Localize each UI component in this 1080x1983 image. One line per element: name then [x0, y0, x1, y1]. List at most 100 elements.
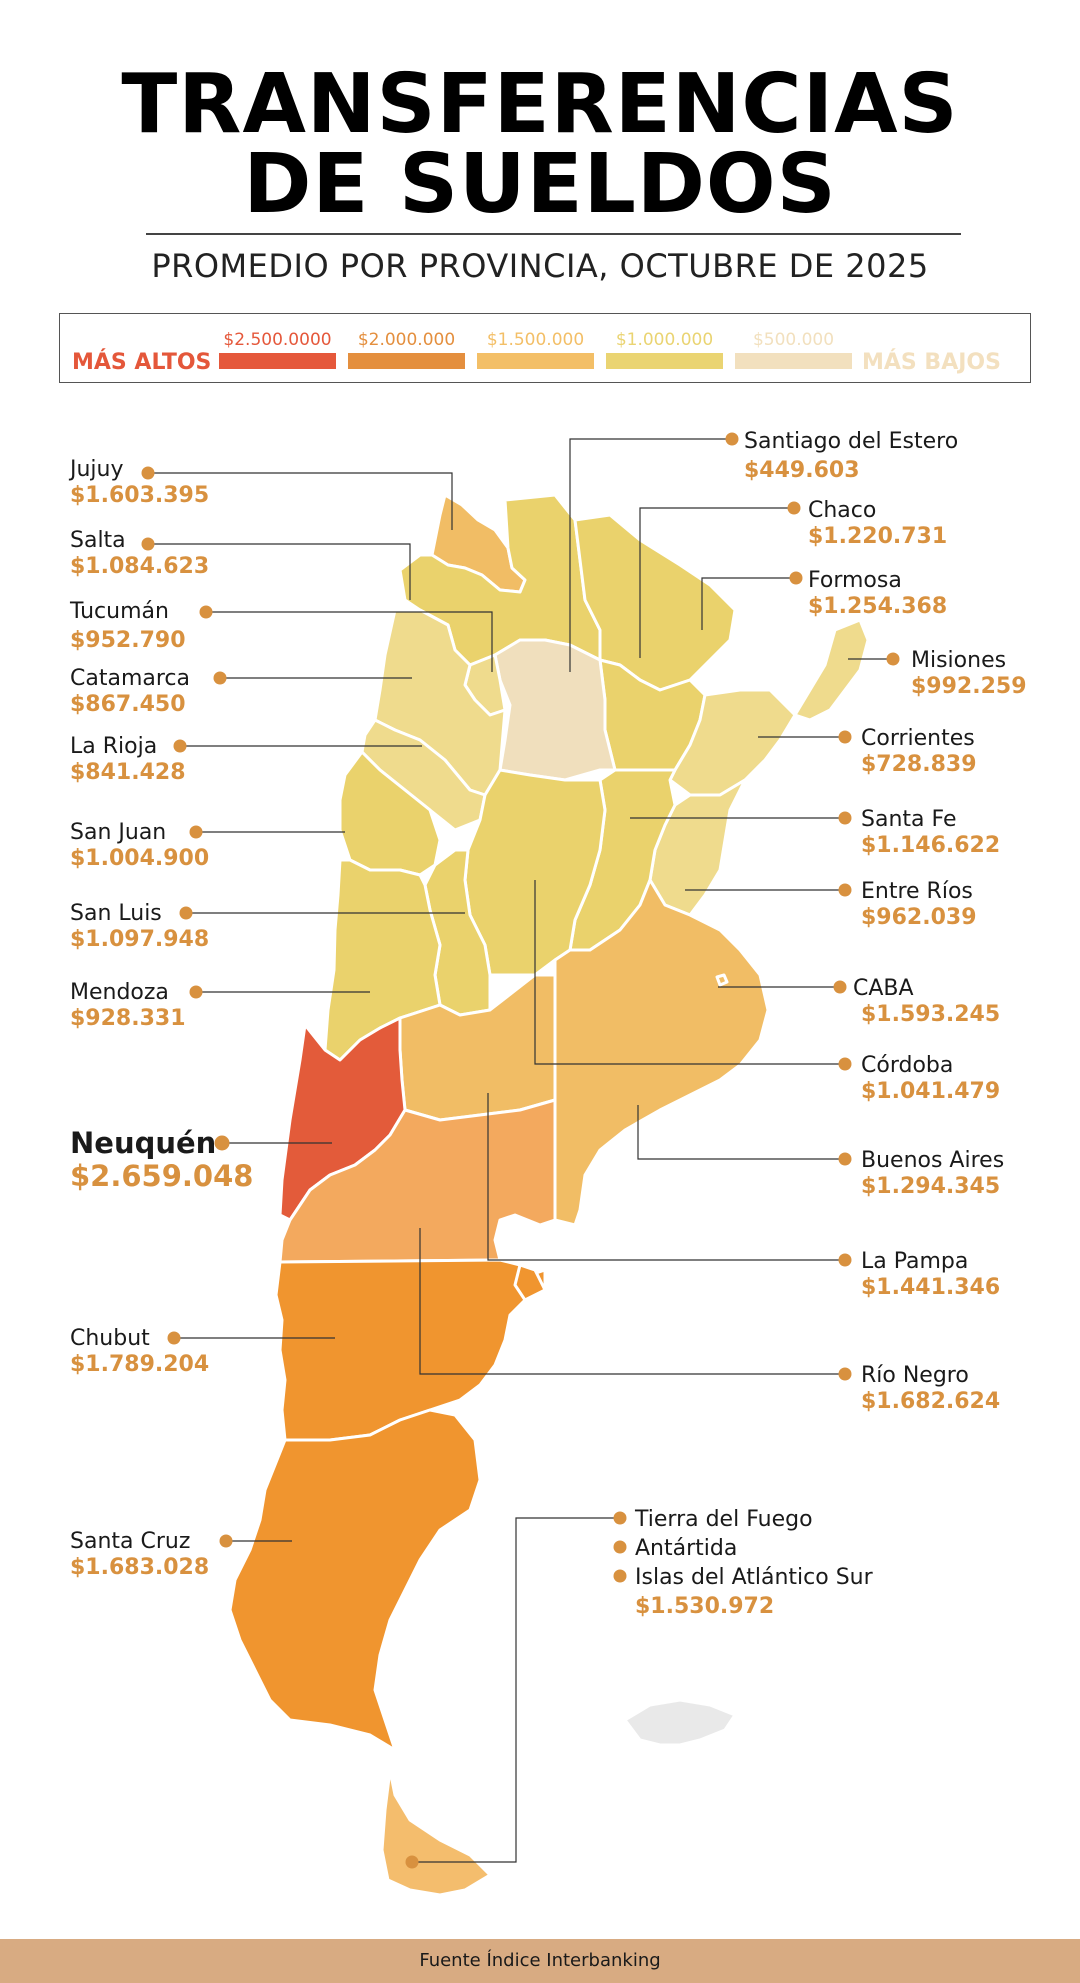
- label-misiones-name: Misiones: [911, 648, 1006, 673]
- label-tucuman-name: Tucumán: [69, 599, 169, 624]
- label-santiago-name: Santiago del Estero: [744, 429, 958, 454]
- legend-item-label: $2.000.000: [357, 330, 456, 350]
- label-islas-name: Islas del Atlántico Sur: [635, 1565, 874, 1590]
- legend-item-label: $500.000: [752, 330, 835, 350]
- marker-dot: [838, 1367, 852, 1381]
- legend-swatch: [219, 353, 336, 369]
- marker-dot: [213, 671, 227, 685]
- marker-dot: [219, 1534, 233, 1548]
- legend-item: $2.000.000: [348, 330, 465, 369]
- label-rio-negro-value: $1.682.624: [861, 1389, 1000, 1414]
- region-santa-cruz: [228, 1408, 482, 1752]
- label-neuquen-value: $2.659.048: [70, 1159, 253, 1193]
- label-neuquen-name: Neuquén: [70, 1126, 216, 1160]
- legend-swatch: [606, 353, 723, 369]
- label-san-juan-name: San Juan: [70, 820, 166, 845]
- marker-dot: [787, 501, 801, 515]
- label-santa-fe-value: $1.146.622: [861, 833, 1000, 858]
- label-buenos-aires-value: $1.294.345: [861, 1174, 1000, 1199]
- label-salta-name: Salta: [70, 528, 126, 553]
- marker-dot: [838, 730, 852, 744]
- label-tierra-del-fuego-name: Tierra del Fuego: [634, 1507, 813, 1532]
- leader-line: [412, 1517, 620, 1863]
- marker-dot: [214, 1135, 230, 1151]
- legend-item: $2.500.0000: [219, 330, 336, 369]
- marker-dot: [838, 883, 852, 897]
- label-antartida-name: Antártida: [635, 1536, 737, 1561]
- label-entre-rios-value: $962.039: [861, 905, 977, 930]
- label-caba-value: $1.593.245: [861, 1002, 1000, 1027]
- footer-source: Fuente Índice Interbanking: [419, 1950, 661, 1971]
- leader-line: [148, 472, 453, 530]
- marker-dot: [838, 1057, 852, 1071]
- label-cordoba-value: $1.041.479: [861, 1079, 1000, 1104]
- marker-dot: [725, 432, 739, 446]
- marker-dot: [141, 537, 155, 551]
- legend-low-label: MÁS BAJOS: [862, 350, 1001, 375]
- leader-line: [701, 577, 796, 630]
- legend-item-label: $2.500.0000: [223, 330, 332, 350]
- region-chubut: [274, 1258, 547, 1442]
- label-santiago-value: $449.603: [744, 458, 860, 483]
- legend-item-label: $1.000.000: [615, 330, 714, 350]
- label-caba-name: CABA: [853, 976, 914, 1001]
- region-tierra-del-fuego: [380, 1768, 492, 1897]
- marker-dot: [141, 466, 155, 480]
- footer: Fuente Índice Interbanking: [0, 1939, 1080, 1983]
- label-tierra-del-fuego-value: $1.530.972: [635, 1594, 774, 1619]
- leader-line: [534, 880, 845, 1065]
- label-corrientes-value: $728.839: [861, 752, 977, 777]
- label-la-pampa-value: $1.441.346: [861, 1275, 1000, 1300]
- marker-dot: [189, 985, 203, 999]
- marker-dot: [613, 1540, 627, 1554]
- label-chubut-name: Chubut: [70, 1326, 150, 1351]
- leader-line: [148, 543, 411, 600]
- region-misiones: [793, 618, 870, 722]
- label-san-juan-value: $1.004.900: [70, 846, 209, 871]
- label-cordoba-name: Córdoba: [861, 1053, 953, 1078]
- label-san-luis-name: San Luis: [70, 901, 162, 926]
- label-santa-cruz-name: Santa Cruz: [70, 1529, 190, 1554]
- marker-dot: [838, 811, 852, 825]
- region-caba: [715, 973, 729, 987]
- label-san-luis-value: $1.097.948: [70, 927, 209, 952]
- label-mendoza-name: Mendoza: [70, 980, 169, 1005]
- argentina-map: Jujuy $1.603.395 Salta $1.084.623 Tucumá…: [68, 429, 1027, 1897]
- legend-item: $1.500.000: [477, 330, 594, 369]
- region-santiago: [493, 638, 617, 782]
- label-catamarca-name: Catamarca: [70, 666, 190, 691]
- label-formosa-name: Formosa: [808, 568, 902, 593]
- region-rio-negro: [278, 1098, 557, 1264]
- leader-line: [639, 507, 794, 658]
- leader-line: [419, 1228, 845, 1375]
- label-catamarca-value: $867.450: [70, 692, 186, 717]
- marker-dot: [167, 1331, 181, 1345]
- title-line-2: DE SUELDOS: [243, 137, 837, 232]
- marker-dot: [833, 980, 847, 994]
- label-la-pampa-name: La Pampa: [861, 1249, 968, 1274]
- marker-dot: [886, 652, 900, 666]
- marker-dot: [613, 1511, 627, 1525]
- title-divider: [146, 233, 961, 235]
- marker-dot: [613, 1569, 627, 1583]
- legend-item-label: $1.500.000: [486, 330, 585, 350]
- label-santa-cruz-value: $1.683.028: [70, 1555, 209, 1580]
- legend: MÁS ALTOS $2.500.0000 $2.000.000 $1.500.…: [59, 313, 1031, 383]
- label-la-rioja-value: $841.428: [70, 760, 186, 785]
- label-corrientes-name: Corrientes: [861, 726, 975, 751]
- region-valdes: [513, 1263, 547, 1302]
- label-santa-fe-name: Santa Fe: [861, 807, 956, 832]
- legend-swatch: [477, 353, 594, 369]
- label-salta-value: $1.084.623: [70, 554, 209, 579]
- legend-swatch: [735, 353, 852, 369]
- subtitle: PROMEDIO POR PROVINCIA, OCTUBRE DE 2025: [151, 247, 929, 285]
- label-chubut-value: $1.789.204: [70, 1352, 209, 1377]
- label-entre-rios-name: Entre Ríos: [861, 879, 973, 904]
- legend-swatch: [348, 353, 465, 369]
- legend-high-label: MÁS ALTOS: [72, 350, 212, 375]
- marker-dot: [189, 825, 203, 839]
- title-line-1: TRANSFERENCIAS: [121, 57, 959, 152]
- legend-item: $500.000: [735, 330, 852, 369]
- label-tucuman-value: $952.790: [70, 628, 186, 653]
- marker-dot: [405, 1855, 419, 1869]
